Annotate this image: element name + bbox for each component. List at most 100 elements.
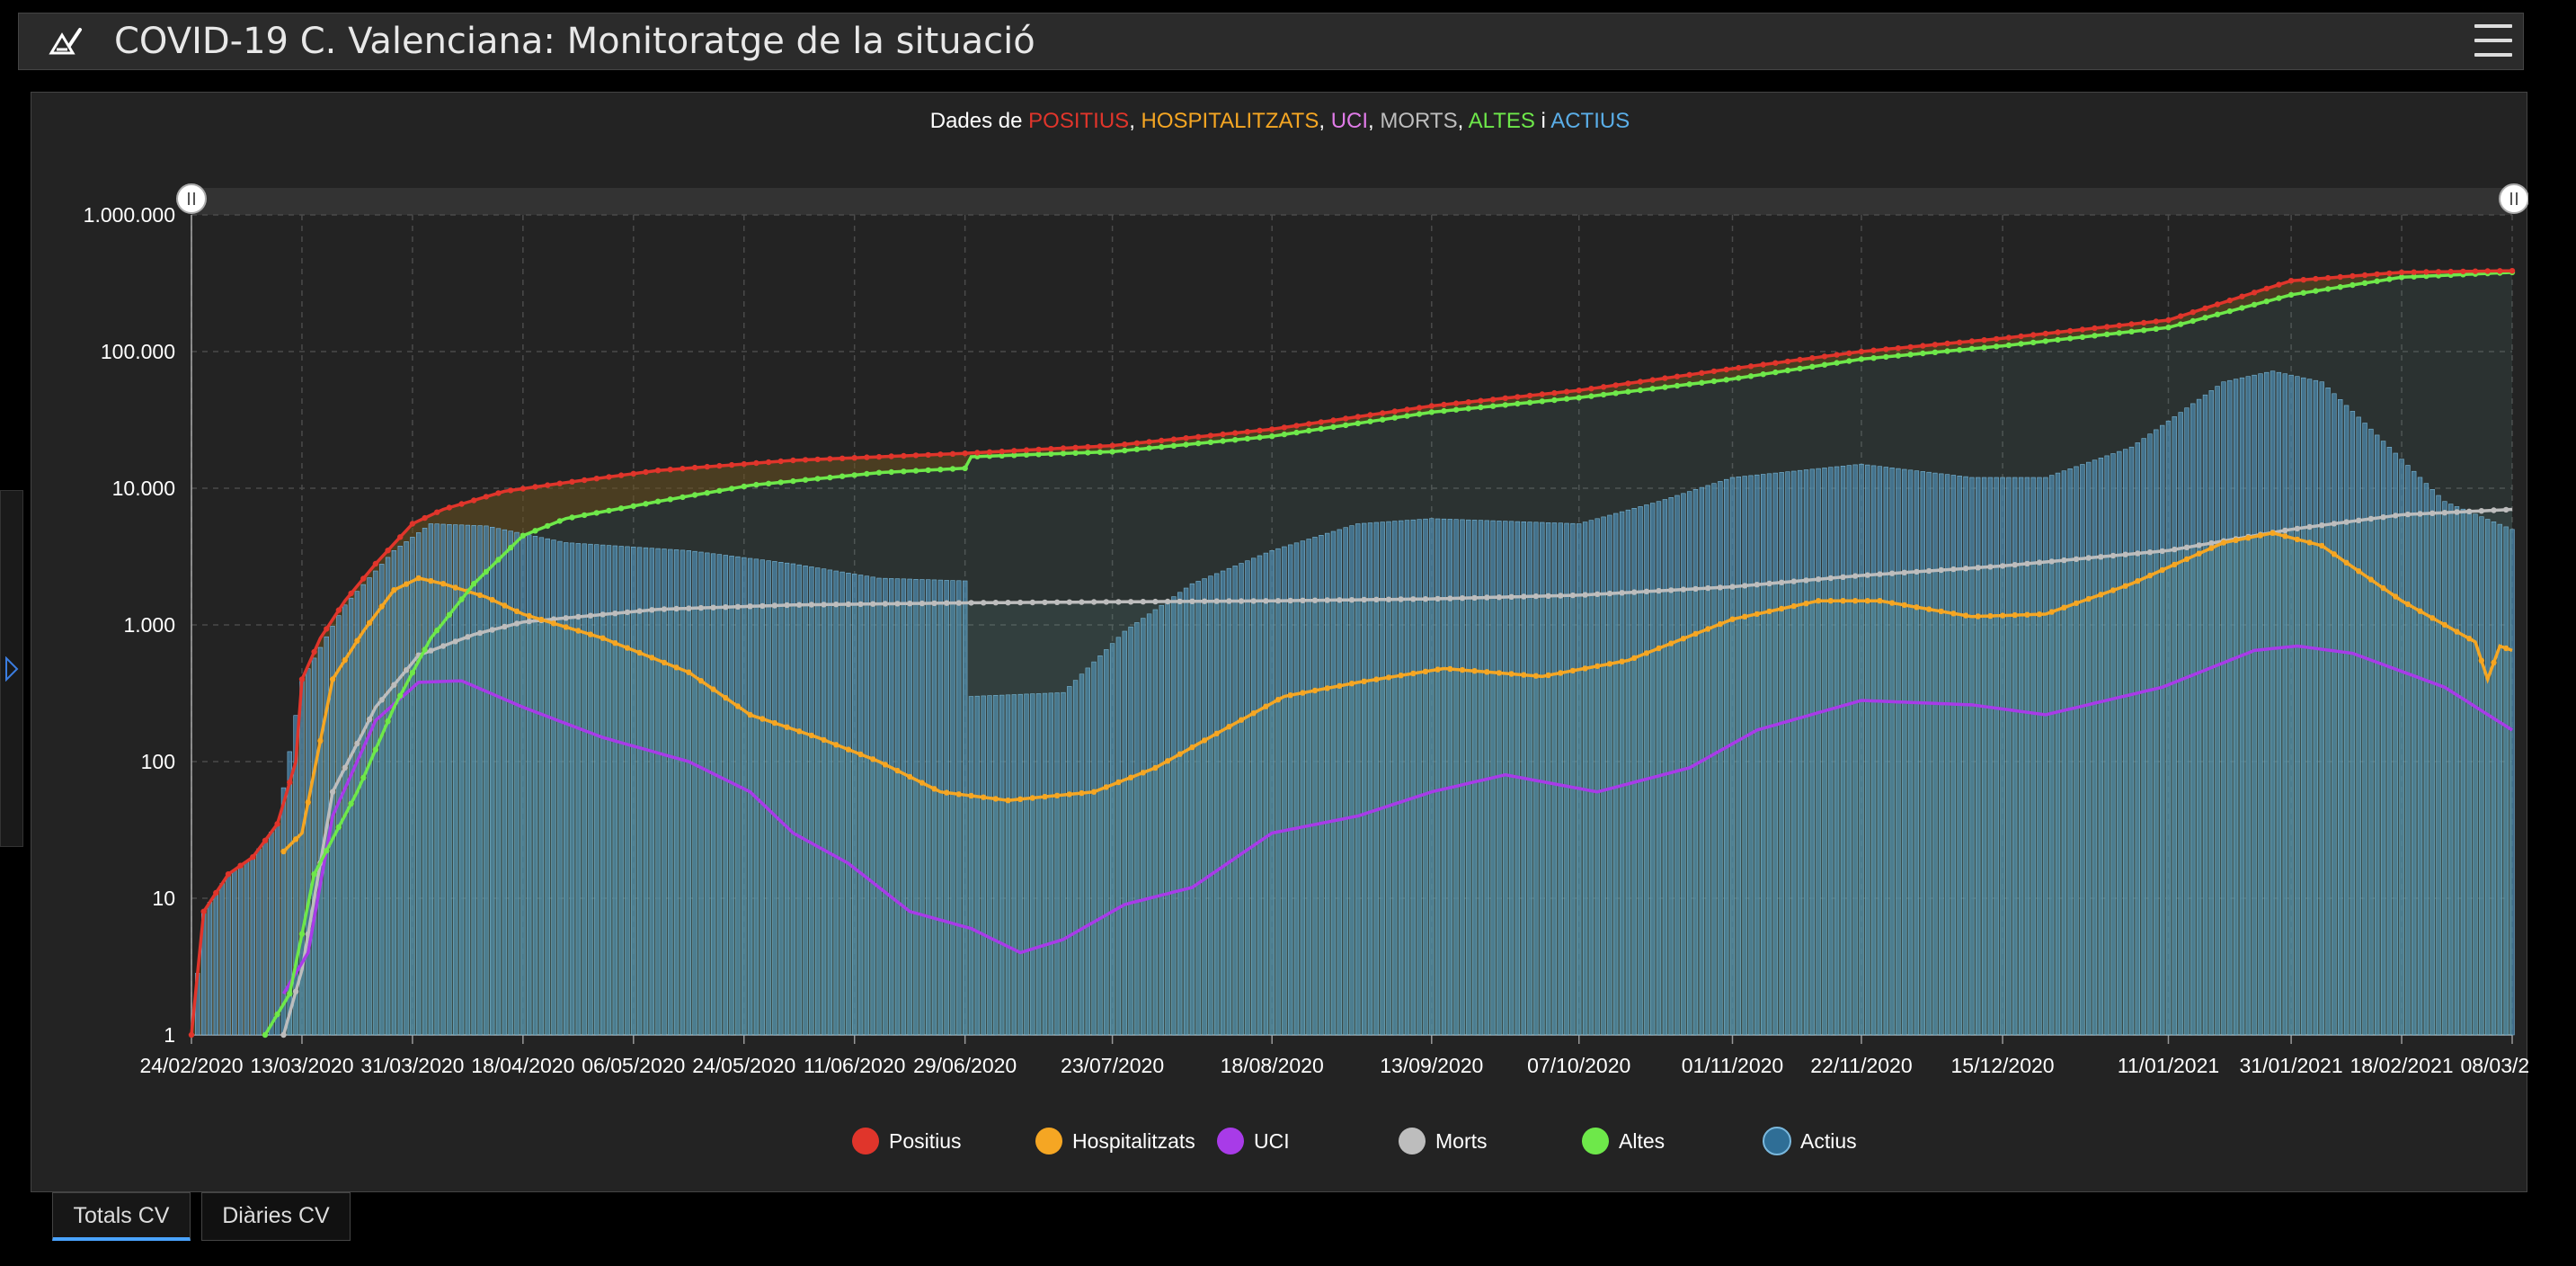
actius-bar <box>2399 459 2404 1036</box>
actius-bar <box>1122 630 1127 1036</box>
series-point <box>2276 295 2282 301</box>
series-point <box>2005 342 2012 349</box>
legend-item-altes[interactable]: Altes <box>1582 1128 1665 1155</box>
series-point <box>2287 291 2295 299</box>
series-point <box>2226 308 2233 315</box>
series-point <box>1127 774 1134 780</box>
series-point <box>1496 594 1503 601</box>
actius-bar <box>1766 473 1772 1036</box>
actius-bar <box>974 695 980 1036</box>
actius-bar <box>2386 446 2393 1036</box>
series-point <box>925 467 931 474</box>
legend-swatch <box>1399 1128 1426 1155</box>
series-point <box>1097 449 1104 456</box>
series-point <box>2361 272 2368 279</box>
actius-bar <box>354 591 360 1036</box>
side-panel-toggle[interactable] <box>0 490 23 847</box>
range-end-handle[interactable] <box>2499 183 2528 214</box>
legend-item-uci[interactable]: UCI <box>1217 1128 1290 1155</box>
series-point <box>1257 434 1263 441</box>
series-point <box>1962 612 1969 619</box>
actius-bar <box>238 865 244 1036</box>
series-line <box>190 269 2513 1036</box>
series-point <box>1416 405 1423 411</box>
legend-item-hospitalitzats[interactable]: Hospitalitzats <box>1035 1128 1195 1155</box>
series-point <box>1888 600 1896 606</box>
series-point <box>1619 590 1625 596</box>
series-point <box>280 848 287 855</box>
series-point <box>1478 397 1484 404</box>
series-point <box>2398 269 2405 276</box>
actius-bar <box>1865 464 1870 1036</box>
series-point <box>1600 384 1607 390</box>
actius-bar <box>1594 518 1600 1036</box>
series-point <box>1422 596 1429 602</box>
hamburger-menu-icon[interactable] <box>2474 24 2512 58</box>
actius-bar <box>1097 655 1103 1036</box>
legend-swatch <box>1035 1128 1062 1155</box>
actius-bar <box>950 580 955 1036</box>
series-positius <box>188 268 2516 1039</box>
actius-bar <box>1349 525 1355 1036</box>
series-point <box>1649 386 1656 392</box>
series-point <box>2343 519 2349 525</box>
series-point <box>2441 510 2448 516</box>
series-point <box>1195 433 1202 440</box>
series-point <box>520 532 527 539</box>
series-point <box>1710 378 1718 385</box>
series-point <box>2042 330 2049 337</box>
actius-bar <box>2178 412 2183 1036</box>
actius-bar <box>1319 534 1324 1036</box>
series-point <box>385 548 391 554</box>
series-point <box>1244 435 1251 442</box>
actius-bar <box>2215 386 2220 1036</box>
series-point <box>857 751 864 758</box>
series-point <box>452 638 458 645</box>
series-point <box>1957 339 1963 345</box>
series-point <box>563 615 569 621</box>
series-point <box>1103 599 1110 605</box>
actius-bar <box>226 873 231 1036</box>
legend-item-positius[interactable]: Positius <box>852 1128 962 1155</box>
actius-bar <box>1367 522 1373 1036</box>
series-point <box>2067 327 2074 334</box>
legend-item-actius[interactable]: Actius <box>1763 1127 1857 1155</box>
actius-bar <box>1987 477 1994 1036</box>
series-point <box>1925 606 1932 612</box>
range-start-handle[interactable] <box>176 183 207 214</box>
series-point <box>452 584 458 591</box>
series-point <box>409 521 416 527</box>
series-point <box>888 468 894 476</box>
series-point <box>1484 669 1490 675</box>
series-point <box>1330 417 1337 423</box>
y-tick-label: 10 <box>152 887 175 910</box>
x-tick-label: 18/02/2021 <box>2349 1054 2453 1077</box>
series-point <box>556 518 563 524</box>
actius-bar <box>1840 465 1846 1036</box>
actius-bar <box>618 546 624 1036</box>
actius-bar <box>1189 583 1195 1036</box>
actius-bar <box>2037 477 2042 1036</box>
legend-item-morts[interactable]: Morts <box>1399 1128 1488 1155</box>
series-point <box>796 728 803 735</box>
actius-bar <box>219 883 225 1036</box>
series-point <box>753 459 759 467</box>
series-point <box>1576 395 1582 401</box>
series-point <box>1784 358 1791 365</box>
series-point <box>1729 616 1736 622</box>
series-point <box>1361 678 1367 684</box>
tab-totals-cv[interactable]: Totals CV <box>52 1192 191 1241</box>
actius-bar <box>514 531 520 1036</box>
tab-diaries-cv[interactable]: Diàries CV <box>201 1192 351 1241</box>
series-point <box>1060 445 1067 451</box>
series-point <box>1705 584 1711 592</box>
series-point <box>925 451 931 459</box>
series-point <box>262 1031 269 1039</box>
series-point <box>2404 511 2412 518</box>
series-morts <box>280 506 2513 1039</box>
actius-bar <box>2429 488 2435 1036</box>
series-point <box>366 716 373 723</box>
series-point <box>520 486 527 492</box>
series-point <box>981 794 987 800</box>
series-point <box>2172 546 2178 553</box>
